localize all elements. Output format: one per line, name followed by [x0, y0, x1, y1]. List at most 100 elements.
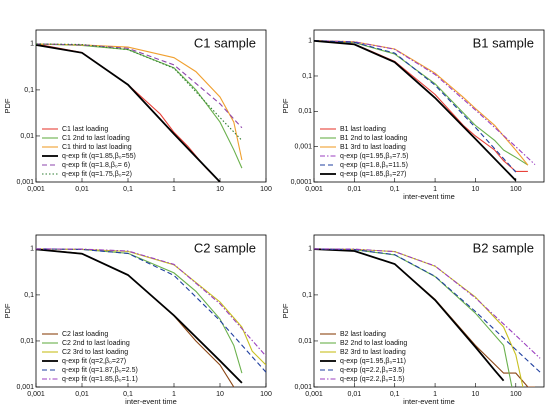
series-line: [314, 40, 528, 172]
panel: 0,001 0,01 0,1 1 10 100 0,001 0,01 0,1 1 B2 sample…: [281, 234, 545, 406]
x-tick-label: 0,01: [348, 186, 362, 193]
panel: 0,001 0,01 0,1 1 10 100 0,001 0,01 0,1 1 C2 sample…: [3, 234, 272, 406]
x-tick-label: 0,001: [305, 391, 323, 398]
series-line: [36, 43, 243, 161]
plot-frame: [313, 29, 545, 183]
y-tick-label: 0,01: [298, 338, 312, 345]
y-tick-label: 0,001: [16, 179, 34, 186]
x-axis-label: inter-event time: [125, 397, 177, 406]
legend-label: B2 last loading: [340, 331, 386, 338]
legend-label: q-exp fit (q=1.8,β₀= 6): [62, 162, 130, 169]
legend-label: C1 2nd to last loading: [62, 135, 130, 142]
y-tick-label: 0,001: [294, 384, 312, 391]
x-tick-label: 0,01: [75, 391, 89, 398]
x-tick-label: 10: [472, 186, 480, 193]
series-line: [314, 40, 536, 166]
y-tick-label: 0,0001: [291, 179, 313, 186]
x-tick-label: 1: [433, 186, 437, 193]
legend-label: C2 3rd to last loading: [62, 349, 128, 356]
series-line: [36, 43, 243, 169]
panel: 0,001 0,01 0,1 1 10 100 0,001 0,01 0,1 1 C1 sample…: [3, 29, 272, 193]
y-tick-label: 0,001: [294, 144, 312, 151]
legend-label: q-exp (q=1.95,β₀=7.5): [340, 153, 408, 160]
x-tick-label: 0,001: [305, 186, 323, 193]
chart-title: C1 sample: [194, 35, 256, 50]
x-tick-label: 0,001: [27, 391, 45, 398]
legend-label: q-exp (q=1.85,β₀=27): [340, 171, 406, 178]
x-tick-label: 100: [260, 391, 272, 398]
x-tick-label: 0,1: [390, 391, 400, 398]
legend-label: q-exp fit (q=1.85,β₀=1.1): [62, 376, 138, 383]
x-tick-label: 0,1: [123, 391, 133, 398]
y-tick-label: 0,1: [24, 87, 34, 94]
x-axis-label: inter-event time: [403, 397, 455, 406]
x-tick-label: 100: [510, 186, 522, 193]
series-line: [314, 40, 529, 166]
legend-label: C1 last loading: [62, 126, 108, 133]
x-tick-label: 0,01: [75, 186, 89, 193]
x-tick-label: 1: [172, 186, 176, 193]
plot-frame: [35, 29, 267, 183]
legend-label: q-exp (q=1.8,β₀=11.5): [340, 162, 408, 169]
y-tick-label: 0,01: [20, 133, 34, 140]
series-line: [314, 248, 505, 382]
chart-title: B1 sample: [473, 35, 534, 50]
series-line: [36, 248, 266, 357]
y-tick-label: 1: [308, 246, 312, 253]
y-axis-label: PDF: [281, 98, 290, 113]
legend-label: B2 2nd to last loading: [340, 340, 407, 347]
series-line: [314, 40, 517, 182]
legend-label: B2 3rd to last loading: [340, 349, 406, 356]
series-line: [36, 43, 243, 129]
legend-label: B1 3rd to last loading: [340, 144, 406, 151]
legend-label: q-exp fit (q=1.75,β₀=2): [62, 171, 132, 178]
legend-label: q-exp (q=2.2,β₀=3.5): [340, 367, 405, 374]
y-tick-label: 0,01: [20, 338, 34, 345]
series-line: [314, 40, 517, 173]
series-line: [36, 43, 243, 141]
legend-label: q-exp fit (q=1.87,β₀=2.5): [62, 367, 138, 374]
legend-label: C1 third to last loading: [62, 144, 132, 151]
legend-label: C2 2nd to last loading: [62, 340, 130, 347]
legend-label: q-exp fit (q=2,β₀=27): [62, 358, 126, 365]
x-tick-label: 100: [510, 391, 522, 398]
series-line: [36, 248, 243, 384]
x-tick-label: 0,1: [123, 186, 133, 193]
chart-title: B2 sample: [473, 240, 534, 255]
y-tick-label: 0,1: [302, 292, 312, 299]
y-tick-label: 1: [30, 41, 34, 48]
x-tick-label: 1: [433, 391, 437, 398]
x-tick-label: 0,001: [27, 186, 45, 193]
y-axis-label: PDF: [3, 98, 12, 113]
plot-frame: [313, 234, 545, 388]
plot-frame: [35, 234, 267, 388]
x-axis-label: inter-event time: [403, 192, 455, 201]
x-tick-label: 10: [216, 391, 224, 398]
x-tick-label: 100: [260, 186, 272, 193]
y-tick-label: 0,01: [298, 108, 312, 115]
x-tick-label: 0,1: [390, 186, 400, 193]
y-tick-label: 1: [308, 37, 312, 44]
series-line: [314, 248, 541, 373]
x-tick-label: 0,01: [348, 391, 362, 398]
y-tick-label: 0,001: [16, 384, 34, 391]
legend-label: B1 last loading: [340, 126, 386, 133]
chart-title: C2 sample: [194, 240, 256, 255]
legend-label: B1 2nd to last loading: [340, 135, 407, 142]
series-line: [36, 44, 221, 182]
legend-label: q-exp (q=1.95,β₀=11): [340, 358, 406, 365]
y-tick-label: 0,1: [24, 292, 34, 299]
y-axis-label: PDF: [3, 303, 12, 318]
y-tick-label: 1: [30, 246, 34, 253]
series-line: [36, 248, 266, 366]
series-line: [314, 248, 541, 359]
y-tick-label: 0,1: [302, 73, 312, 80]
x-tick-label: 10: [472, 391, 480, 398]
legend-label: q-exp (q=2.2,β₀=1.5): [340, 376, 405, 383]
legend-label: q-exp fit (q=1.85,β₀=55): [62, 153, 136, 160]
x-tick-label: 1: [172, 391, 176, 398]
y-axis-label: PDF: [281, 303, 290, 318]
x-tick-label: 10: [216, 186, 224, 193]
